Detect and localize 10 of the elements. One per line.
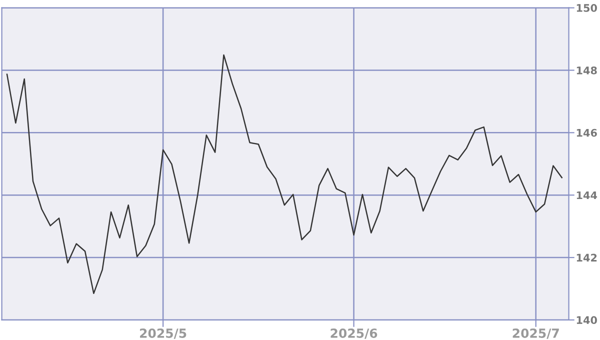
y-tick-label: 140 bbox=[576, 316, 597, 324]
x-tick-label: 2025/7 bbox=[512, 328, 559, 339]
y-tick-label: 142 bbox=[576, 254, 597, 262]
y-tick-label: 150 bbox=[576, 4, 597, 12]
x-tick-label: 2025/5 bbox=[140, 328, 186, 339]
y-tick-label: 148 bbox=[576, 66, 597, 74]
y-tick-label: 146 bbox=[576, 128, 597, 137]
y-tick-label: 144 bbox=[576, 191, 598, 200]
x-tick-label: 2025/6 bbox=[330, 328, 378, 339]
line-series bbox=[6, 54, 562, 294]
